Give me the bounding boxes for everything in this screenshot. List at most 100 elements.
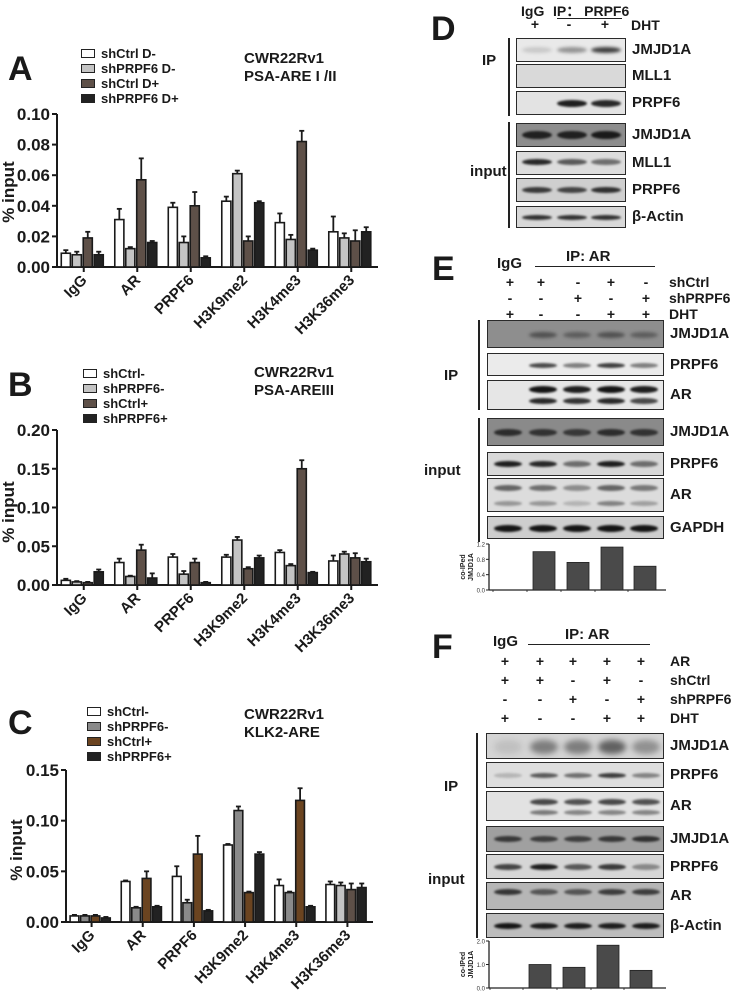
- blot-label: JMJD1A: [670, 325, 730, 342]
- blot-strip-input-jmjd1a: [486, 826, 664, 852]
- band: [563, 429, 591, 436]
- blot-strip-input-gapdh: [487, 516, 664, 539]
- dht-cond-0: +: [530, 16, 540, 32]
- bar: [243, 890, 255, 923]
- band: [632, 836, 660, 842]
- svg-text:0.06: 0.06: [17, 166, 50, 185]
- bar: [60, 577, 72, 586]
- band: [597, 363, 625, 368]
- legend-swatch: [83, 414, 97, 423]
- bar: [113, 207, 125, 268]
- legend-swatch: [87, 707, 101, 716]
- bar: [93, 250, 105, 268]
- svg-text:1.0: 1.0: [477, 963, 486, 969]
- band: [632, 810, 660, 815]
- bar: [338, 232, 350, 268]
- band: [563, 332, 591, 338]
- band: [494, 889, 522, 895]
- band: [522, 187, 552, 193]
- band: [597, 525, 625, 532]
- panel-letter-a: A: [8, 50, 33, 88]
- legend-item: shPRPF6-: [87, 719, 172, 734]
- blot-label: AR: [670, 486, 692, 503]
- bar: [307, 570, 319, 586]
- quant-bar: [633, 565, 657, 591]
- legend-item: shCtrl+: [87, 734, 172, 749]
- bar: [130, 905, 142, 923]
- band: [597, 398, 625, 404]
- bar: [242, 235, 254, 268]
- band: [630, 363, 658, 368]
- bar: [82, 580, 94, 586]
- band: [597, 501, 625, 506]
- bar: [284, 890, 295, 923]
- bar: [307, 247, 319, 268]
- condition-shctrl-3: +: [602, 672, 612, 688]
- bar: [360, 557, 372, 586]
- legend-swatch: [81, 94, 95, 103]
- band: [494, 525, 522, 532]
- legend-swatch: [81, 49, 95, 58]
- bar: [285, 563, 297, 586]
- svg-text:0.08: 0.08: [17, 136, 50, 155]
- blot-strip-input-mll1: [516, 151, 626, 175]
- legend-item: shPRPF6 D+: [81, 91, 179, 106]
- blot-label: PRPF6: [670, 355, 719, 373]
- bar: [79, 914, 91, 923]
- band: [530, 773, 558, 778]
- bar: [356, 882, 367, 923]
- band: [598, 810, 626, 815]
- band: [557, 159, 587, 165]
- svg-text:0.05: 0.05: [26, 862, 59, 881]
- legend-item: shPRPF6+: [83, 411, 168, 426]
- bar-chart-c: 0.00 0.05 0.10 0.15 % input IgG AR PRPF6H3K9me2…: [7, 761, 373, 993]
- bar: [151, 904, 163, 923]
- band: [522, 47, 552, 53]
- input-section-label-d: input: [470, 163, 507, 180]
- blot-label: β-Actin: [670, 916, 722, 934]
- svg-text:1.2: 1.2: [477, 543, 486, 549]
- bar: [242, 566, 254, 586]
- bar: [273, 878, 285, 923]
- band: [557, 47, 587, 53]
- legend-item: shPRPF6+: [87, 749, 172, 764]
- bar: [360, 226, 372, 268]
- condition-dht-2: -: [575, 306, 581, 322]
- blot-label: JMJD1A: [670, 737, 730, 754]
- blot-label: AR: [670, 386, 692, 403]
- blot-label: AR: [670, 887, 692, 904]
- svg-text:0.15: 0.15: [17, 460, 50, 479]
- input-bracket-e: [478, 418, 480, 542]
- condition-shprpf6-0: -: [502, 691, 508, 707]
- band: [598, 799, 626, 805]
- header-igg-f: IgG: [493, 633, 518, 650]
- quant-bar: [562, 966, 586, 989]
- band: [591, 187, 621, 193]
- ip-bracket-line: [557, 18, 622, 19]
- band: [529, 525, 557, 532]
- condition-shprpf6-0: -: [507, 290, 513, 306]
- blot-strip-ip-jmjd1a: [487, 320, 664, 348]
- blot-strip-ip-mll1: [516, 64, 626, 88]
- input-bracket-f: [476, 826, 478, 938]
- condition-shprpf6-1: -: [537, 691, 543, 707]
- bar: [346, 882, 357, 923]
- band: [564, 864, 592, 870]
- svg-text:PRPF6: PRPF6: [151, 590, 197, 636]
- band: [557, 215, 587, 220]
- blot-strip-ip-jmjd1a: [516, 38, 626, 62]
- legend-item: shPRPF6-: [83, 381, 168, 396]
- quant-bar: [528, 964, 552, 989]
- blot-strip-ip-prpf6: [487, 353, 664, 376]
- svg-text:0.10: 0.10: [17, 499, 50, 518]
- bar: [135, 157, 147, 268]
- panel-letter-b: B: [8, 366, 33, 404]
- bar: [338, 550, 350, 586]
- quant-bar: [629, 969, 653, 989]
- blot-strip-ip-jmjd1a: [486, 733, 664, 759]
- bar: [100, 916, 112, 923]
- svg-text:H3K9me2: H3K9me2: [191, 272, 251, 332]
- band: [591, 131, 621, 139]
- condition-ar-3: +: [602, 653, 612, 669]
- blot-label: PRPF6: [670, 455, 719, 472]
